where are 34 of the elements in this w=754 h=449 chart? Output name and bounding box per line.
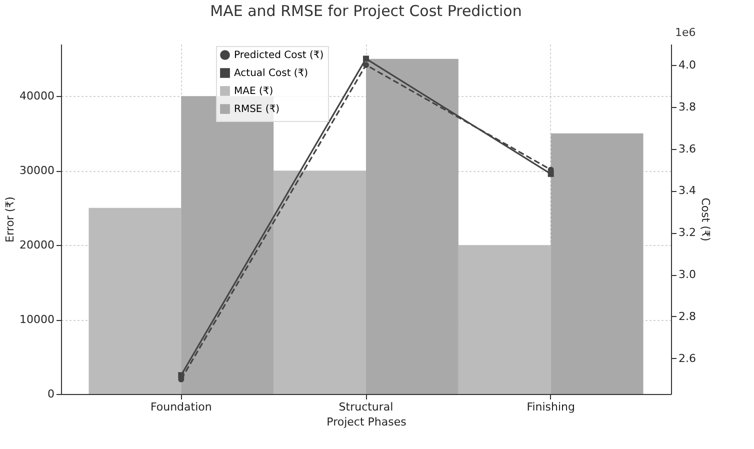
point <box>363 56 369 62</box>
y-tick-label: 0 <box>48 388 54 400</box>
y2-axis-title: Cost (₹) <box>698 198 712 242</box>
point <box>548 170 554 177</box>
legend-label: Predicted Cost (₹) <box>234 50 324 61</box>
y-tick-label: 20000 <box>20 238 54 252</box>
x-tick-label: Structural <box>338 400 394 414</box>
text: 1e6 <box>675 26 696 39</box>
bar <box>366 58 458 394</box>
y2-tick-label: 3.2 <box>678 226 696 240</box>
y-tick-label: 10000 <box>20 313 54 326</box>
y-tick-label: 30000 <box>20 164 54 178</box>
y2-tick-label: 3.4 <box>678 184 696 198</box>
bar <box>550 133 644 394</box>
bar <box>274 170 366 394</box>
chart-title: MAE and RMSE for Project Cost Prediction <box>210 2 522 20</box>
y2-tick-label: 4.0 <box>678 58 696 72</box>
x-tick-label: Foundation <box>150 400 212 414</box>
y-axis-title: Error (₹) <box>4 196 17 242</box>
legend-label: RMSE (₹) <box>234 104 280 115</box>
y2-tick-label: 2.6 <box>678 352 696 365</box>
bar <box>88 208 182 394</box>
y2-tick-label: 3.8 <box>678 100 696 114</box>
y2-tick-label: 3.6 <box>678 142 696 156</box>
y2-tick-label: 3.0 <box>678 268 696 282</box>
legend-label: Actual Cost (₹) <box>234 68 308 79</box>
point <box>363 62 369 68</box>
y2-tick-label: 2.8 <box>678 310 696 323</box>
y-tick-label: 40000 <box>20 90 54 103</box>
bar <box>458 245 551 394</box>
legend-label: MAE (₹) <box>234 86 274 97</box>
x-tick-label: Finishing <box>526 400 576 414</box>
point <box>178 372 184 378</box>
x-axis-title: Project Phases <box>326 416 407 428</box>
